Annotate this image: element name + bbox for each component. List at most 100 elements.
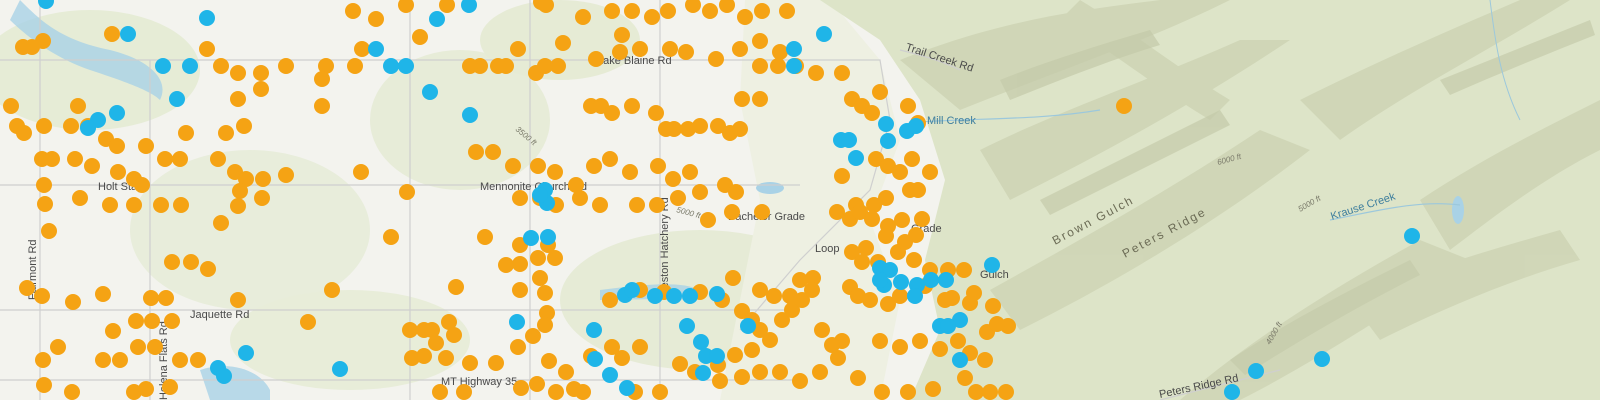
orange-map-point[interactable]: [897, 234, 913, 250]
orange-map-point[interactable]: [932, 341, 948, 357]
orange-map-point[interactable]: [957, 370, 973, 386]
blue-map-point[interactable]: [109, 105, 125, 121]
orange-map-point[interactable]: [143, 290, 159, 306]
orange-map-point[interactable]: [692, 184, 708, 200]
orange-map-point[interactable]: [830, 350, 846, 366]
orange-map-point[interactable]: [724, 204, 740, 220]
orange-map-point[interactable]: [109, 138, 125, 154]
orange-map-point[interactable]: [880, 158, 896, 174]
orange-map-point[interactable]: [164, 254, 180, 270]
orange-map-point[interactable]: [178, 125, 194, 141]
blue-map-point[interactable]: [880, 133, 896, 149]
blue-map-point[interactable]: [908, 118, 924, 134]
orange-map-point[interactable]: [36, 377, 52, 393]
orange-map-point[interactable]: [547, 250, 563, 266]
orange-map-point[interactable]: [872, 333, 888, 349]
orange-map-point[interactable]: [138, 138, 154, 154]
orange-map-point[interactable]: [734, 91, 750, 107]
orange-map-point[interactable]: [130, 339, 146, 355]
orange-map-point[interactable]: [490, 58, 506, 74]
orange-map-point[interactable]: [72, 190, 88, 206]
orange-map-point[interactable]: [766, 288, 782, 304]
orange-map-point[interactable]: [852, 204, 868, 220]
orange-map-point[interactable]: [383, 229, 399, 245]
orange-map-point[interactable]: [727, 347, 743, 363]
orange-map-point[interactable]: [513, 380, 529, 396]
orange-map-point[interactable]: [604, 105, 620, 121]
blue-map-point[interactable]: [940, 318, 956, 334]
orange-map-point[interactable]: [512, 282, 528, 298]
orange-map-point[interactable]: [213, 215, 229, 231]
orange-map-point[interactable]: [50, 339, 66, 355]
orange-map-point[interactable]: [354, 41, 370, 57]
blue-map-point[interactable]: [1314, 351, 1330, 367]
blue-map-point[interactable]: [238, 345, 254, 361]
blue-map-point[interactable]: [882, 262, 898, 278]
orange-map-point[interactable]: [586, 158, 602, 174]
blue-map-point[interactable]: [848, 150, 864, 166]
orange-map-point[interactable]: [318, 58, 334, 74]
orange-map-point[interactable]: [253, 81, 269, 97]
orange-map-point[interactable]: [602, 151, 618, 167]
orange-map-point[interactable]: [157, 151, 173, 167]
orange-map-point[interactable]: [862, 292, 878, 308]
blue-map-point[interactable]: [952, 352, 968, 368]
orange-map-point[interactable]: [629, 197, 645, 213]
orange-map-point[interactable]: [525, 328, 541, 344]
orange-map-point[interactable]: [892, 339, 908, 355]
orange-map-point[interactable]: [15, 39, 31, 55]
orange-map-point[interactable]: [16, 125, 32, 141]
orange-map-point[interactable]: [665, 171, 681, 187]
blue-map-point[interactable]: [682, 288, 698, 304]
orange-map-point[interactable]: [210, 151, 226, 167]
orange-map-point[interactable]: [906, 252, 922, 268]
blue-map-point[interactable]: [786, 41, 802, 57]
blue-map-point[interactable]: [532, 187, 548, 203]
orange-map-point[interactable]: [732, 121, 748, 137]
orange-map-point[interactable]: [84, 158, 100, 174]
orange-map-point[interactable]: [439, 0, 455, 13]
orange-map-point[interactable]: [199, 41, 215, 57]
orange-map-point[interactable]: [218, 125, 234, 141]
orange-map-point[interactable]: [614, 27, 630, 43]
orange-map-point[interactable]: [652, 384, 668, 400]
blue-map-point[interactable]: [461, 0, 477, 13]
orange-map-point[interactable]: [752, 58, 768, 74]
orange-map-point[interactable]: [64, 384, 80, 400]
orange-map-point[interactable]: [230, 292, 246, 308]
blue-map-point[interactable]: [1248, 363, 1264, 379]
orange-map-point[interactable]: [982, 384, 998, 400]
orange-map-point[interactable]: [529, 376, 545, 392]
orange-map-point[interactable]: [925, 381, 941, 397]
orange-map-point[interactable]: [128, 313, 144, 329]
orange-map-point[interactable]: [804, 282, 820, 298]
orange-map-point[interactable]: [236, 118, 252, 134]
orange-map-point[interactable]: [912, 333, 928, 349]
orange-map-point[interactable]: [70, 98, 86, 114]
orange-map-point[interactable]: [441, 314, 457, 330]
orange-map-point[interactable]: [648, 105, 664, 121]
orange-map-point[interactable]: [138, 381, 154, 397]
orange-map-point[interactable]: [102, 197, 118, 213]
orange-map-point[interactable]: [537, 285, 553, 301]
orange-map-point[interactable]: [278, 58, 294, 74]
orange-map-point[interactable]: [67, 151, 83, 167]
orange-map-point[interactable]: [568, 177, 584, 193]
orange-map-point[interactable]: [850, 370, 866, 386]
orange-map-point[interactable]: [134, 177, 150, 193]
orange-map-point[interactable]: [672, 356, 688, 372]
blue-map-point[interactable]: [698, 348, 714, 364]
blue-map-point[interactable]: [540, 229, 556, 245]
orange-map-point[interactable]: [353, 164, 369, 180]
orange-map-point[interactable]: [682, 164, 698, 180]
orange-map-point[interactable]: [614, 350, 630, 366]
orange-map-point[interactable]: [632, 339, 648, 355]
orange-map-point[interactable]: [547, 164, 563, 180]
orange-map-point[interactable]: [894, 212, 910, 228]
blue-map-point[interactable]: [216, 368, 232, 384]
orange-map-point[interactable]: [477, 229, 493, 245]
blue-map-point[interactable]: [841, 132, 857, 148]
orange-map-point[interactable]: [966, 285, 982, 301]
blue-map-point[interactable]: [587, 351, 603, 367]
orange-map-point[interactable]: [462, 58, 478, 74]
